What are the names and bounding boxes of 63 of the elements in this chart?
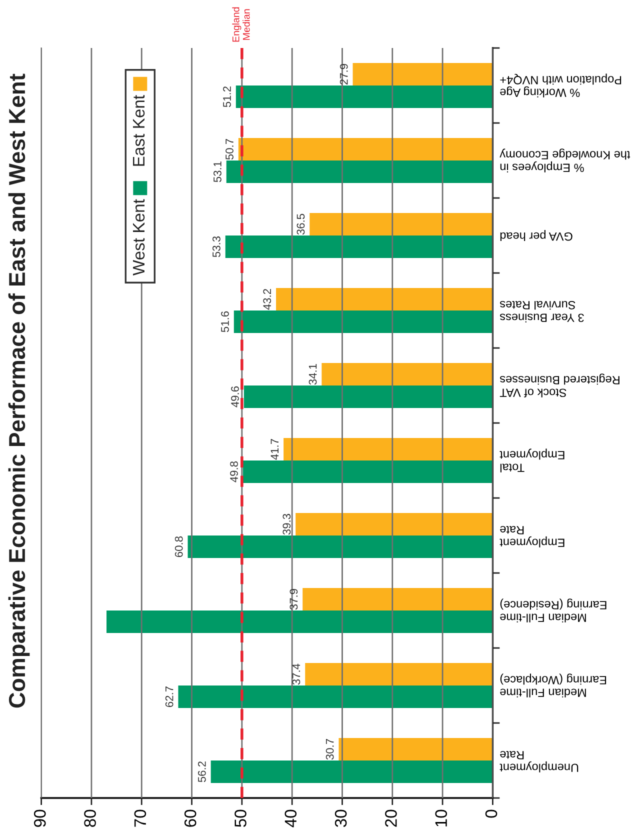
bar <box>276 288 493 310</box>
data-label: 53.3 <box>212 236 220 258</box>
y-tick-label: Total Employment <box>500 448 564 472</box>
data-label: 56.2 <box>198 761 206 782</box>
x-tick-label: 90 <box>34 810 46 827</box>
bar <box>296 513 493 536</box>
y-tick-label: % Working Age Population with NVQ4+ <box>500 74 622 98</box>
data-label: 53.1 <box>214 161 222 182</box>
x-tick-label: 0 <box>485 810 498 818</box>
data-label: 37.4 <box>292 664 300 685</box>
bar <box>242 460 493 483</box>
data-label: 49.6 <box>231 386 239 408</box>
data-label: 51.6 <box>221 311 229 332</box>
data-label: 39.3 <box>282 514 291 535</box>
data-label: 36.5 <box>296 214 305 235</box>
bar <box>305 663 493 686</box>
bar <box>236 86 493 108</box>
x-tick-label: 10 <box>435 810 448 826</box>
legend-label: East Kent <box>133 94 145 166</box>
y-tick-label: GVA per head <box>500 230 572 242</box>
bar <box>210 760 493 783</box>
bar <box>310 213 493 236</box>
ref-line-label: England Median <box>232 7 250 42</box>
legend-label: West Kent <box>133 199 145 276</box>
x-tick-label: 20 <box>385 810 397 827</box>
x-tick-label: 70 <box>134 810 146 827</box>
text: Comparative Economic Performace of East and West Kent <box>8 74 30 708</box>
bar <box>244 386 493 408</box>
bar <box>284 438 493 460</box>
bar <box>178 686 493 708</box>
data-label: 62.7 <box>165 686 174 707</box>
y-tick-label: Stock of VAT Registered Businesses <box>500 374 620 398</box>
x-tick-label: 30 <box>334 810 347 828</box>
data-label: 49.8 <box>230 461 238 482</box>
data-label: 41.7 <box>270 438 278 460</box>
data-label: 34.1 <box>308 364 317 385</box>
y-tick-label: Unemployment Rate <box>500 750 578 772</box>
bar <box>106 610 493 633</box>
y-tick-label: % Employees in the Knowledge Economy <box>500 148 630 172</box>
y-tick-label: Employment Rate <box>500 526 564 548</box>
bar <box>338 738 493 760</box>
bar <box>302 588 493 610</box>
bar <box>226 160 493 183</box>
data-label: 43.2 <box>263 288 272 310</box>
bar <box>225 236 493 258</box>
data-label: 30.7 <box>326 738 334 760</box>
data-label: 27.9 <box>340 64 348 85</box>
bar <box>238 138 493 160</box>
x-tick-label: 50 <box>234 810 246 827</box>
y-tick-label: Median Full-time Earning (Workplace) <box>500 674 606 698</box>
bar <box>322 363 493 386</box>
x-tick-label: 80 <box>84 810 96 827</box>
data-label: 51.2 <box>223 86 231 108</box>
data-label: 60.8 <box>174 536 183 557</box>
bar <box>234 310 493 333</box>
bar <box>352 63 493 86</box>
bar <box>188 536 493 558</box>
x-tick-label: 60 <box>184 810 196 827</box>
y-tick-label: 3 Year Business Survival Rates <box>500 300 584 322</box>
y-tick-label: Median Full-time Earning (Residence) <box>500 598 606 622</box>
data-label: 50.7 <box>226 138 234 160</box>
x-tick-label: 40 <box>284 810 297 828</box>
data-label: 37.9 <box>290 588 298 610</box>
